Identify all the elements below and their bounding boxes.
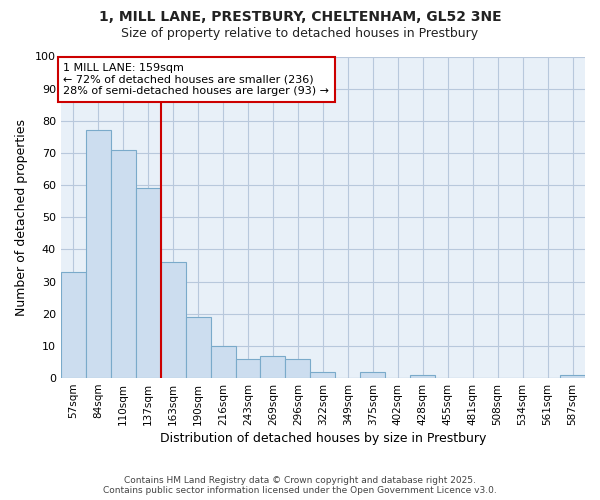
Text: Contains HM Land Registry data © Crown copyright and database right 2025.
Contai: Contains HM Land Registry data © Crown c…	[103, 476, 497, 495]
Bar	[361, 372, 385, 378]
Bar	[236, 359, 260, 378]
Text: 1 MILL LANE: 159sqm
← 72% of detached houses are smaller (236)
28% of semi-detac: 1 MILL LANE: 159sqm ← 72% of detached ho…	[64, 63, 329, 96]
X-axis label: Distribution of detached houses by size in Prestbury: Distribution of detached houses by size …	[160, 432, 486, 445]
Bar	[136, 188, 161, 378]
Y-axis label: Number of detached properties: Number of detached properties	[15, 119, 28, 316]
Bar	[86, 130, 111, 378]
Text: 1, MILL LANE, PRESTBURY, CHELTENHAM, GL52 3NE: 1, MILL LANE, PRESTBURY, CHELTENHAM, GL5…	[98, 10, 502, 24]
Bar	[410, 375, 435, 378]
Bar	[161, 262, 185, 378]
Bar	[211, 346, 236, 378]
Text: Size of property relative to detached houses in Prestbury: Size of property relative to detached ho…	[121, 28, 479, 40]
Bar	[310, 372, 335, 378]
Bar	[61, 272, 86, 378]
Bar	[111, 150, 136, 378]
Bar	[260, 356, 286, 378]
Bar	[185, 317, 211, 378]
Bar	[286, 359, 310, 378]
Bar	[560, 375, 585, 378]
